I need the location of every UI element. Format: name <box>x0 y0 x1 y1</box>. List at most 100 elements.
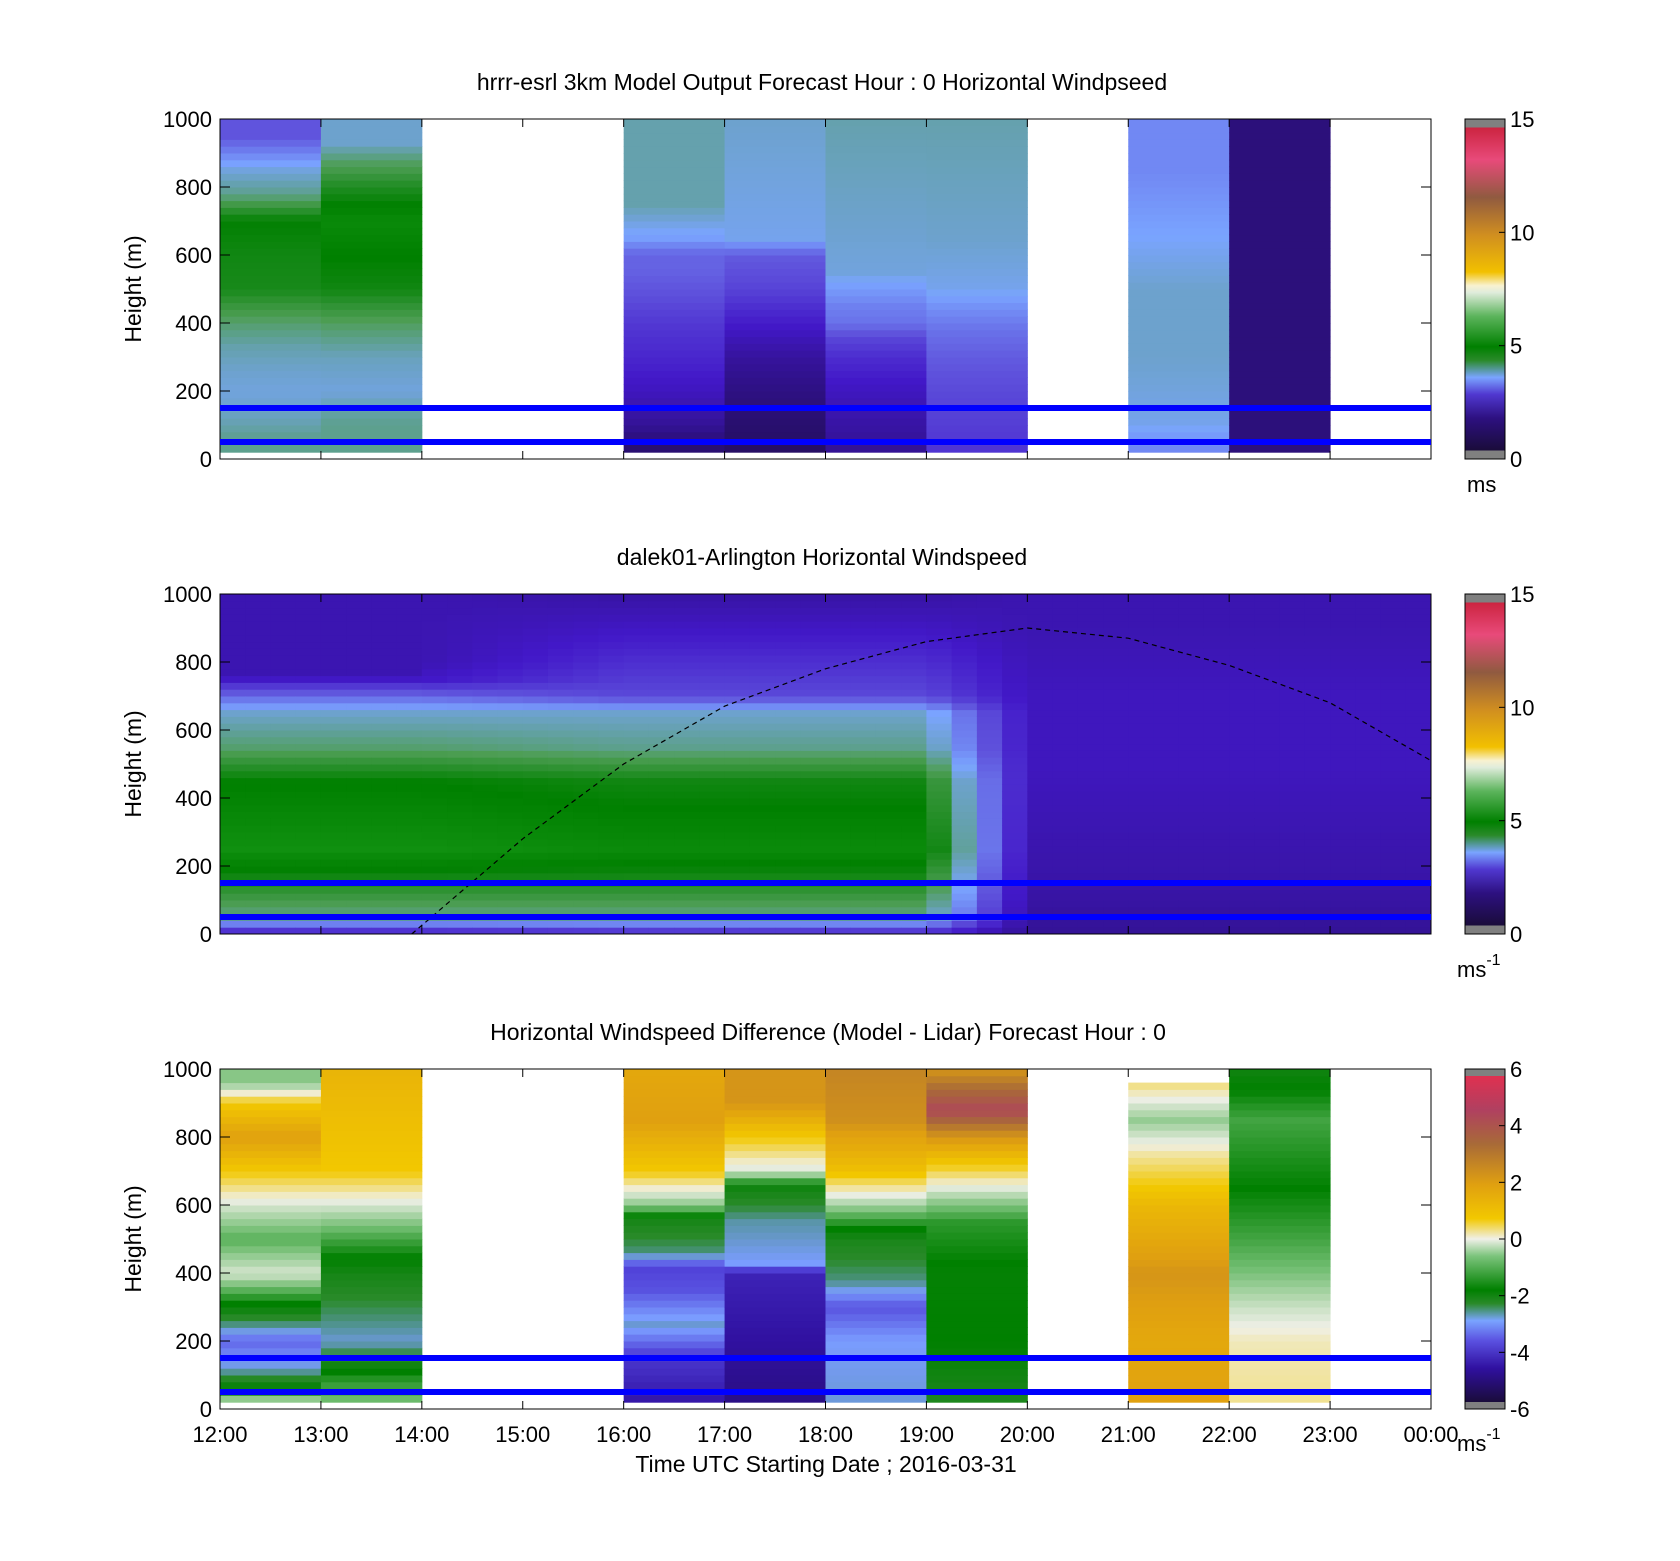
heatmap-cell <box>1077 682 1104 690</box>
heatmap-cell <box>396 866 423 874</box>
heatmap-cell <box>926 1320 1028 1328</box>
heatmap-cell <box>623 248 726 256</box>
heatmap-cell <box>421 920 448 928</box>
heatmap-cell <box>1203 859 1230 867</box>
heatmap-cell <box>749 723 776 731</box>
panel3-colorbar <box>1464 1068 1506 1410</box>
heatmap-cell <box>320 716 347 724</box>
heatmap-cell <box>371 736 398 745</box>
heatmap-cell <box>1380 791 1407 799</box>
heatmap-cell <box>623 641 650 649</box>
heatmap-cell <box>371 777 398 785</box>
heatmap-cell <box>1203 764 1230 772</box>
heatmap-cell <box>1027 594 1054 602</box>
heatmap-cell <box>447 614 473 622</box>
panel3-reference-lines <box>220 1355 1431 1395</box>
heatmap-cell <box>547 818 574 826</box>
heatmap-cell <box>598 723 625 731</box>
heatmap-cell <box>1002 675 1028 683</box>
heatmap-cell <box>926 852 953 860</box>
heatmap-cell <box>1103 886 1129 894</box>
heatmap-cell <box>220 628 246 636</box>
heatmap-cell <box>547 866 574 874</box>
heatmap-cell <box>547 736 574 745</box>
heatmap-cell <box>1330 668 1356 677</box>
heatmap-cell <box>1405 757 1432 765</box>
heatmap-cell <box>1052 852 1079 860</box>
heatmap-cell <box>926 872 953 881</box>
heatmap-cell <box>901 696 927 704</box>
heatmap-cell <box>320 811 347 819</box>
heatmap-cell <box>220 614 246 622</box>
heatmap-cell <box>1153 730 1180 738</box>
heatmap-cell <box>295 736 322 745</box>
heatmap-cell <box>220 180 322 188</box>
heatmap-cell <box>800 920 826 928</box>
heatmap-cell <box>320 1164 423 1172</box>
heatmap-cell <box>1254 750 1281 758</box>
heatmap-cell <box>951 859 978 867</box>
heatmap-cell <box>976 859 1003 867</box>
heatmap-cell <box>1380 777 1407 785</box>
heatmap-cell <box>1229 1089 1331 1097</box>
heatmap-cell <box>775 900 801 908</box>
heatmap-cell <box>1128 261 1230 270</box>
heatmap-cell <box>371 852 398 860</box>
heatmap-cell <box>547 872 574 881</box>
heatmap-cell <box>926 1368 1028 1376</box>
heatmap-cell <box>1002 757 1028 765</box>
heatmap-cell <box>371 886 398 894</box>
heatmap-cell <box>447 709 473 717</box>
heatmap-cell <box>1103 900 1129 908</box>
heatmap-cell <box>421 777 448 785</box>
heatmap-cell <box>926 268 1028 276</box>
heatmap-cell <box>547 811 574 819</box>
heatmap-cell <box>547 886 574 894</box>
heatmap-cell <box>573 750 599 758</box>
heatmap-cell <box>674 743 700 751</box>
heatmap-cell <box>623 682 650 690</box>
heatmap-cell <box>1103 634 1129 643</box>
heatmap-cell <box>674 682 700 690</box>
heatmap-cell <box>447 852 473 860</box>
heatmap-cell <box>724 180 826 188</box>
heatmap-cell <box>1380 682 1407 690</box>
heatmap-cell <box>497 886 524 894</box>
heatmap-cell <box>875 668 902 677</box>
heatmap-cell <box>926 607 953 615</box>
heatmap-cell <box>1380 614 1407 622</box>
heatmap-cell <box>472 852 499 860</box>
heatmap-cell <box>1128 1252 1230 1260</box>
heatmap-cell <box>825 1157 927 1165</box>
heatmap-cell <box>220 675 246 683</box>
heatmap-cell <box>1203 852 1230 860</box>
heatmap-cell <box>295 607 322 615</box>
heatmap-cell <box>220 1082 322 1090</box>
heatmap-cell <box>850 920 877 928</box>
heatmap-cell <box>320 384 423 392</box>
heatmap-cell <box>901 655 927 663</box>
heatmap-cell <box>926 1075 1028 1084</box>
heatmap-cell <box>1027 743 1054 751</box>
heatmap-cell <box>976 832 1003 840</box>
heatmap-cell <box>1254 628 1281 636</box>
heatmap-cell <box>1405 838 1432 847</box>
heatmap-cell <box>1128 1143 1230 1152</box>
heatmap-cell <box>245 906 271 915</box>
heatmap-cell <box>320 248 423 256</box>
heatmap-cell <box>1229 900 1255 908</box>
heatmap-cell <box>320 1075 423 1084</box>
heatmap-cell <box>1279 777 1306 785</box>
heatmap-cell <box>1229 214 1331 222</box>
heatmap-cell <box>295 648 322 656</box>
heatmap-cell <box>1254 791 1281 799</box>
heatmap-cell <box>1027 859 1054 867</box>
heatmap-cell <box>220 384 322 392</box>
heatmap-cell <box>295 702 322 711</box>
heatmap-cell <box>674 866 700 874</box>
heatmap-cell <box>1380 600 1407 609</box>
heatmap-cell <box>800 662 826 670</box>
heatmap-cell <box>1077 668 1104 677</box>
heatmap-cell <box>547 838 574 847</box>
heatmap-cell <box>573 804 599 813</box>
